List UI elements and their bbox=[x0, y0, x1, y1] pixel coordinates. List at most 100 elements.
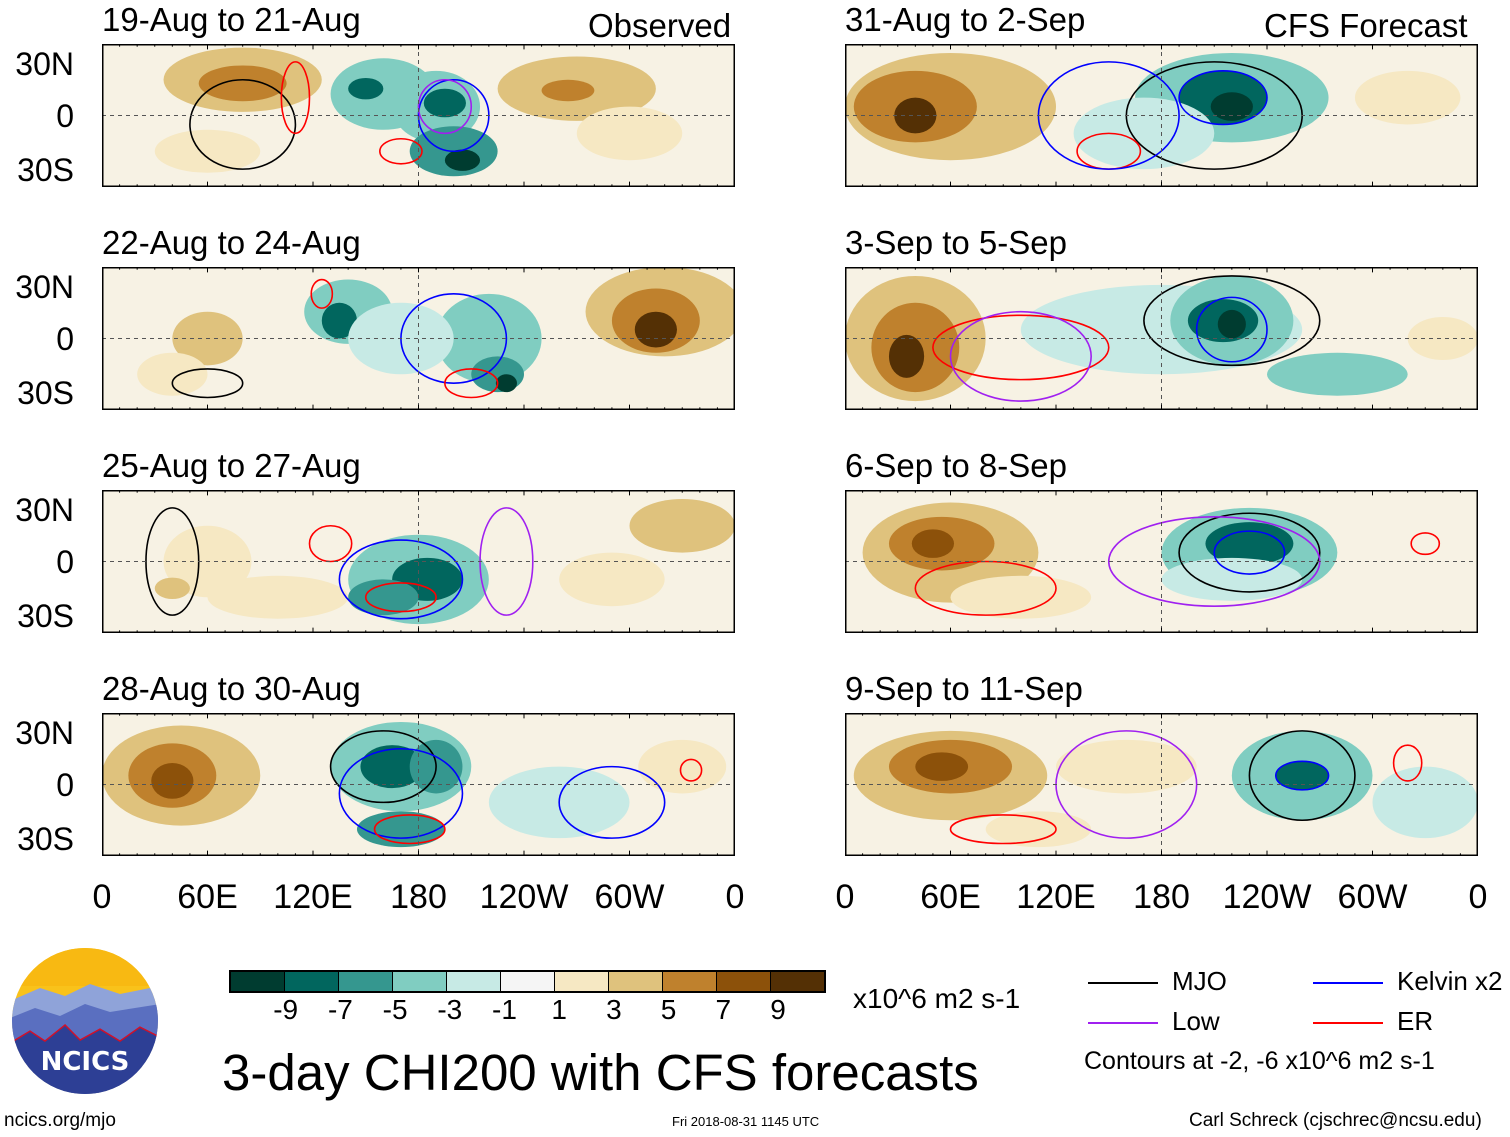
contour-line bbox=[933, 315, 1109, 379]
contour-line bbox=[1144, 276, 1320, 365]
legend-label: MJO bbox=[1172, 966, 1227, 996]
observed-header: Observed bbox=[588, 7, 732, 44]
anomaly-region bbox=[1275, 761, 1329, 790]
lat-tick-label: 30N bbox=[15, 46, 74, 82]
anomaly-region bbox=[198, 65, 287, 102]
map-panel bbox=[845, 490, 1478, 633]
lon-tick-label: 0 bbox=[835, 878, 855, 916]
contour-line bbox=[190, 80, 296, 169]
lon-tick-label: 60E bbox=[177, 878, 238, 916]
anomaly-region bbox=[1267, 352, 1408, 396]
colorbar-swatch bbox=[447, 972, 501, 991]
anomaly-region bbox=[1217, 309, 1246, 339]
colorbar-label: -9 bbox=[273, 994, 299, 1025]
lon-tick-label: 60W bbox=[594, 878, 665, 916]
anomaly-region bbox=[576, 106, 683, 161]
legend-label: Low bbox=[1172, 1006, 1220, 1036]
legend-line bbox=[1088, 982, 1158, 984]
contour-line bbox=[309, 526, 351, 562]
anomaly-region bbox=[559, 552, 665, 607]
anomaly-region bbox=[151, 763, 194, 799]
anomaly-region bbox=[638, 739, 727, 794]
lon-tick-label: 0 bbox=[725, 878, 745, 916]
legend-line bbox=[1088, 1022, 1158, 1024]
colorbar-label: 9 bbox=[770, 994, 786, 1025]
panel-title: 19-Aug to 21-Aug bbox=[102, 1, 361, 38]
anomaly-region bbox=[629, 498, 735, 553]
anomaly-region bbox=[541, 79, 595, 102]
contour-line bbox=[1276, 761, 1329, 790]
contour-line bbox=[380, 139, 422, 164]
anomaly-region bbox=[356, 811, 445, 848]
anomaly-region bbox=[360, 745, 424, 789]
colorbar-label: 7 bbox=[715, 994, 732, 1025]
panel-title: 6-Sep to 8-Sep bbox=[845, 447, 1067, 484]
contour-line bbox=[339, 540, 462, 619]
lon-tick-label: 120E bbox=[1016, 878, 1096, 916]
panel-title: 25-Aug to 27-Aug bbox=[102, 447, 361, 484]
colorbar-label: -1 bbox=[492, 994, 517, 1025]
lat-tick-label: 0 bbox=[56, 544, 74, 580]
colorbar-swatch bbox=[501, 972, 555, 991]
contour-line bbox=[1249, 731, 1355, 820]
lat-tick-label: 30N bbox=[15, 492, 74, 528]
anomaly-region bbox=[911, 529, 955, 558]
lat-tick-label: 30N bbox=[15, 269, 74, 305]
contour-line bbox=[331, 731, 437, 803]
legend-label: ER bbox=[1397, 1006, 1434, 1036]
anomaly-region bbox=[985, 811, 1092, 848]
lon-tick-label: 0 bbox=[1468, 878, 1488, 916]
chart-title: 3-day CHI200 with CFS forecasts bbox=[222, 1044, 979, 1101]
anomaly-region bbox=[915, 752, 969, 781]
colorbar-swatch bbox=[231, 972, 285, 991]
anomaly-region bbox=[321, 302, 357, 339]
contour-line bbox=[1411, 533, 1439, 554]
colorbar-swatch bbox=[717, 972, 771, 991]
footer-url[interactable]: ncics.org/mjo bbox=[4, 1110, 116, 1131]
colorbar-swatch bbox=[339, 972, 393, 991]
lon-tick-label: 120E bbox=[273, 878, 353, 916]
map-panel bbox=[845, 44, 1478, 187]
contour-line bbox=[1179, 513, 1320, 592]
anomaly-region bbox=[444, 149, 481, 171]
colorbar-swatch bbox=[393, 972, 447, 991]
lat-tick-label: 0 bbox=[56, 321, 74, 357]
contour-line bbox=[951, 312, 1092, 401]
colorbar-swatch bbox=[285, 972, 339, 991]
contour-line bbox=[366, 583, 436, 612]
ncics-logo: NCICS bbox=[12, 948, 158, 1094]
anomaly-region bbox=[888, 334, 925, 378]
anomaly-region bbox=[1056, 739, 1197, 794]
svg-text:NCICS: NCICS bbox=[41, 1047, 130, 1077]
lat-tick-label: 0 bbox=[56, 767, 74, 803]
anomaly-region bbox=[1407, 317, 1478, 360]
anomaly-region bbox=[154, 129, 261, 173]
footer-timestamp: Fri 2018-08-31 1145 UTC bbox=[672, 1114, 820, 1129]
contour-line bbox=[281, 62, 309, 134]
lon-tick-label: 180 bbox=[390, 878, 447, 916]
map-panel bbox=[102, 44, 735, 187]
colorbar-label: -7 bbox=[327, 994, 353, 1025]
anomaly-region bbox=[1210, 92, 1253, 121]
colorbar-swatch bbox=[609, 972, 663, 991]
lat-tick-label: 30S bbox=[17, 598, 74, 634]
lat-tick-label: 30S bbox=[17, 821, 74, 857]
contour-line bbox=[1197, 297, 1267, 361]
lon-tick-label: 60W bbox=[1337, 878, 1408, 916]
anomaly-region bbox=[423, 88, 466, 118]
panel-title: 3-Sep to 5-Sep bbox=[845, 224, 1067, 261]
contour-line bbox=[680, 759, 701, 780]
footer-author: Carl Schreck (cjschrec@ncsu.edu) bbox=[1189, 1110, 1482, 1131]
anomaly-region bbox=[1354, 70, 1461, 125]
colorbar bbox=[229, 970, 826, 993]
contour-line bbox=[172, 369, 242, 398]
panel-title: 22-Aug to 24-Aug bbox=[102, 224, 361, 261]
contour-line bbox=[915, 562, 1056, 616]
contour-line bbox=[951, 815, 1057, 844]
contour-line bbox=[339, 749, 462, 838]
contour-line bbox=[559, 767, 665, 839]
colorbar-label: 1 bbox=[551, 994, 567, 1025]
anomaly-region bbox=[1205, 522, 1294, 566]
map-panel bbox=[102, 490, 735, 633]
